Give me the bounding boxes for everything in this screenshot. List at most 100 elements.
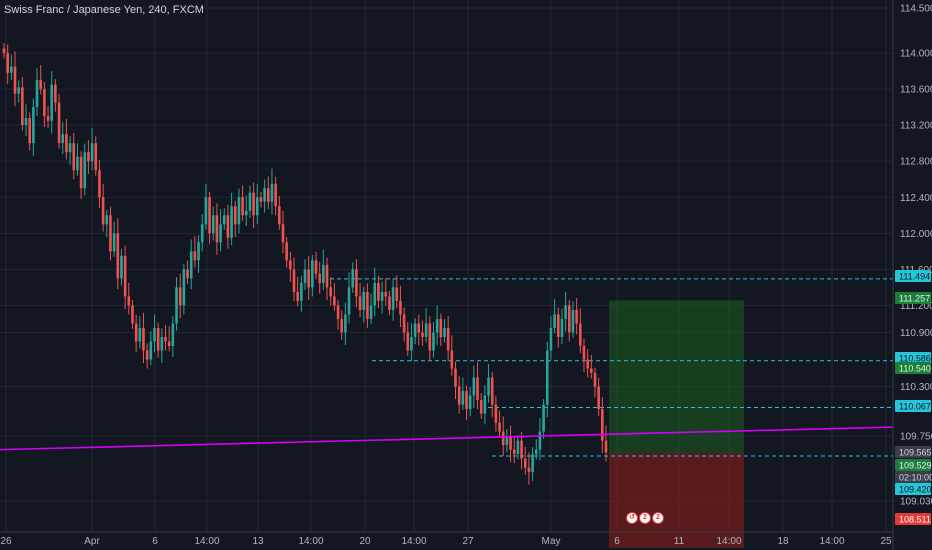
candle-body — [369, 305, 373, 319]
candle-body — [87, 152, 90, 162]
trendline-line — [0, 426, 894, 451]
candle-body — [281, 224, 285, 243]
candle-body — [197, 242, 200, 261]
candle-body — [105, 215, 109, 225]
price-tick-label: 110.900 — [900, 328, 932, 339]
candle-body — [347, 287, 351, 315]
candle-body — [538, 431, 542, 450]
candle-body — [156, 327, 160, 351]
candle-body — [443, 327, 446, 337]
candle-body — [336, 305, 340, 319]
price-badge — [895, 513, 931, 525]
candle-body — [61, 134, 65, 144]
candle-body — [200, 224, 204, 243]
event-icons[interactable]: ↺ 2 2 — [626, 512, 664, 524]
candle-body — [366, 291, 369, 319]
candle-body — [39, 80, 43, 90]
candle-body — [303, 269, 307, 283]
candle-body — [94, 143, 98, 171]
candle-body — [512, 449, 516, 455]
candle-body — [278, 206, 281, 225]
candle-body — [50, 84, 54, 121]
candle-body — [435, 318, 439, 333]
candle-body — [311, 260, 314, 288]
candle-body — [579, 323, 582, 346]
candle-body — [76, 156, 79, 171]
candle-body — [142, 327, 145, 351]
candle-body — [424, 323, 428, 337]
candle-body — [601, 409, 604, 441]
candle-body — [189, 251, 193, 279]
price-badge — [895, 400, 931, 412]
candle-body — [138, 327, 142, 342]
candle-body — [24, 117, 28, 126]
candle-body — [193, 251, 197, 261]
candle-body — [406, 332, 410, 351]
candle-body — [68, 143, 72, 153]
candle-body — [523, 458, 527, 468]
price-tick-label: 112.400 — [900, 193, 932, 204]
candle-body — [178, 287, 182, 306]
candle-body — [259, 197, 263, 202]
price-tick-label: 113.600 — [900, 85, 932, 96]
time-axis[interactable]: 26 Apr 6 14:00 13 14:00 20 14:00 27 May 6 11 14:00 18… — [0, 536, 892, 547]
candle-body — [439, 318, 443, 337]
price-tick-label: 113.200 — [900, 121, 932, 132]
candle-body — [149, 341, 153, 360]
candle-body — [109, 215, 112, 252]
candle-body — [465, 391, 468, 410]
candle-body — [307, 269, 310, 288]
candle-body — [54, 84, 57, 103]
candle-body — [410, 336, 413, 351]
candle-body — [244, 210, 248, 216]
candle-body — [479, 400, 483, 414]
candle-body — [520, 440, 523, 459]
price-tick-label: 110.300 — [900, 382, 932, 393]
candle-body — [292, 269, 296, 292]
candle-body — [230, 206, 233, 238]
candle-body — [17, 87, 20, 94]
price-badge-label: 108.511 — [899, 515, 931, 525]
candle-body — [208, 197, 211, 234]
price-badge-label: 111.257 — [899, 294, 930, 304]
candle-body — [545, 350, 549, 405]
candle-body — [399, 300, 402, 315]
candle-body — [274, 183, 277, 207]
earnings-event-icon[interactable]: 2 — [639, 512, 651, 524]
time-tick-label: 14:00 — [819, 536, 844, 547]
candle-body — [325, 264, 329, 288]
price-tick-label: 109.030 — [900, 497, 932, 508]
candle-body — [13, 66, 17, 94]
trendline[interactable] — [0, 426, 894, 451]
price-badge-label: 110.067 — [899, 402, 931, 412]
candle-body — [531, 454, 534, 473]
candle-body — [322, 264, 325, 283]
candle-body — [333, 296, 336, 306]
candle-body — [266, 188, 270, 202]
candle-body — [582, 345, 586, 360]
earnings-event-icon-2[interactable]: 2 — [652, 512, 664, 524]
candle-body — [402, 314, 406, 333]
candle-body — [362, 291, 366, 310]
candle-body — [285, 242, 288, 261]
price-tick-label: 114.000 — [900, 49, 932, 60]
candle-body — [160, 336, 164, 351]
candle-body — [101, 197, 105, 225]
dividend-event-icon[interactable]: ↺ — [626, 512, 638, 524]
price-badge — [895, 352, 931, 364]
candle-body — [72, 143, 76, 171]
price-tick-label: 112.800 — [900, 157, 932, 168]
price-badge — [895, 483, 931, 495]
candle-body — [252, 192, 255, 216]
candle-body — [263, 188, 266, 202]
time-tick-label: 18 — [777, 536, 789, 547]
candle-body — [6, 53, 9, 73]
time-tick-label: 14:00 — [194, 536, 219, 547]
candle-body — [388, 296, 391, 310]
candle-body — [296, 291, 299, 301]
candle-body — [498, 422, 501, 432]
candle-body — [391, 287, 395, 310]
